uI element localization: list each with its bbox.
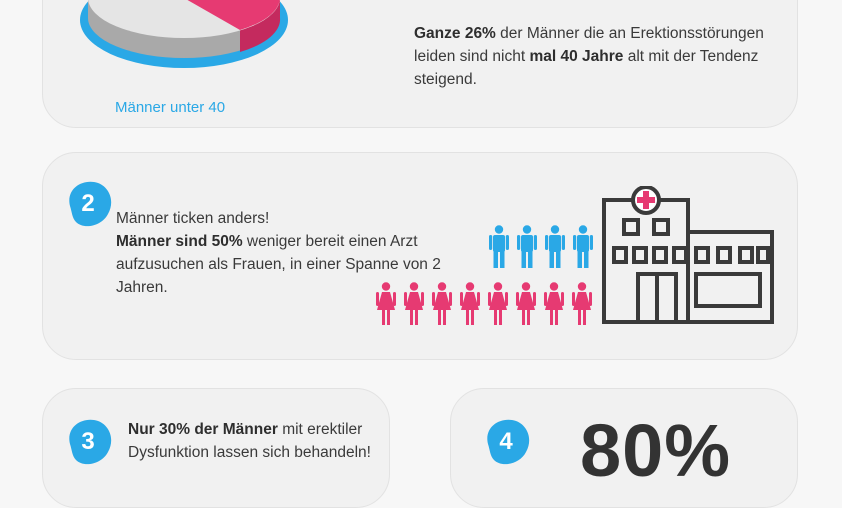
male-person-icon [573, 225, 593, 268]
male-person-icon [489, 225, 509, 268]
stat-text-1: Ganze 26% der Männer die an Erektionsstö… [414, 25, 764, 88]
pie-chart-icon [80, 0, 288, 68]
number-badge-3: 3 [62, 416, 114, 468]
female-person-icon [432, 282, 452, 325]
stat-text-2: Männer ticken anders! Männer sind 50% wen… [116, 210, 441, 296]
male-person-icon [517, 225, 537, 268]
number-badge-2: 2 [62, 178, 114, 230]
male-person-icon [545, 225, 565, 268]
number-badge-4: 4 [480, 416, 532, 468]
female-person-icon [404, 282, 424, 325]
female-person-icon [572, 282, 592, 325]
stat-text-3: Nur 30% der Männer mit erektiler Dysfunk… [128, 421, 371, 461]
female-person-icon [460, 282, 480, 325]
female-person-icon [376, 282, 396, 325]
pie-label: Männer unter 40 [115, 99, 226, 116]
female-person-icon [488, 282, 508, 325]
hospital-icon [602, 186, 774, 324]
big-percentage: 80% [580, 409, 732, 492]
female-person-icon [516, 282, 536, 325]
female-person-icon [544, 282, 564, 325]
